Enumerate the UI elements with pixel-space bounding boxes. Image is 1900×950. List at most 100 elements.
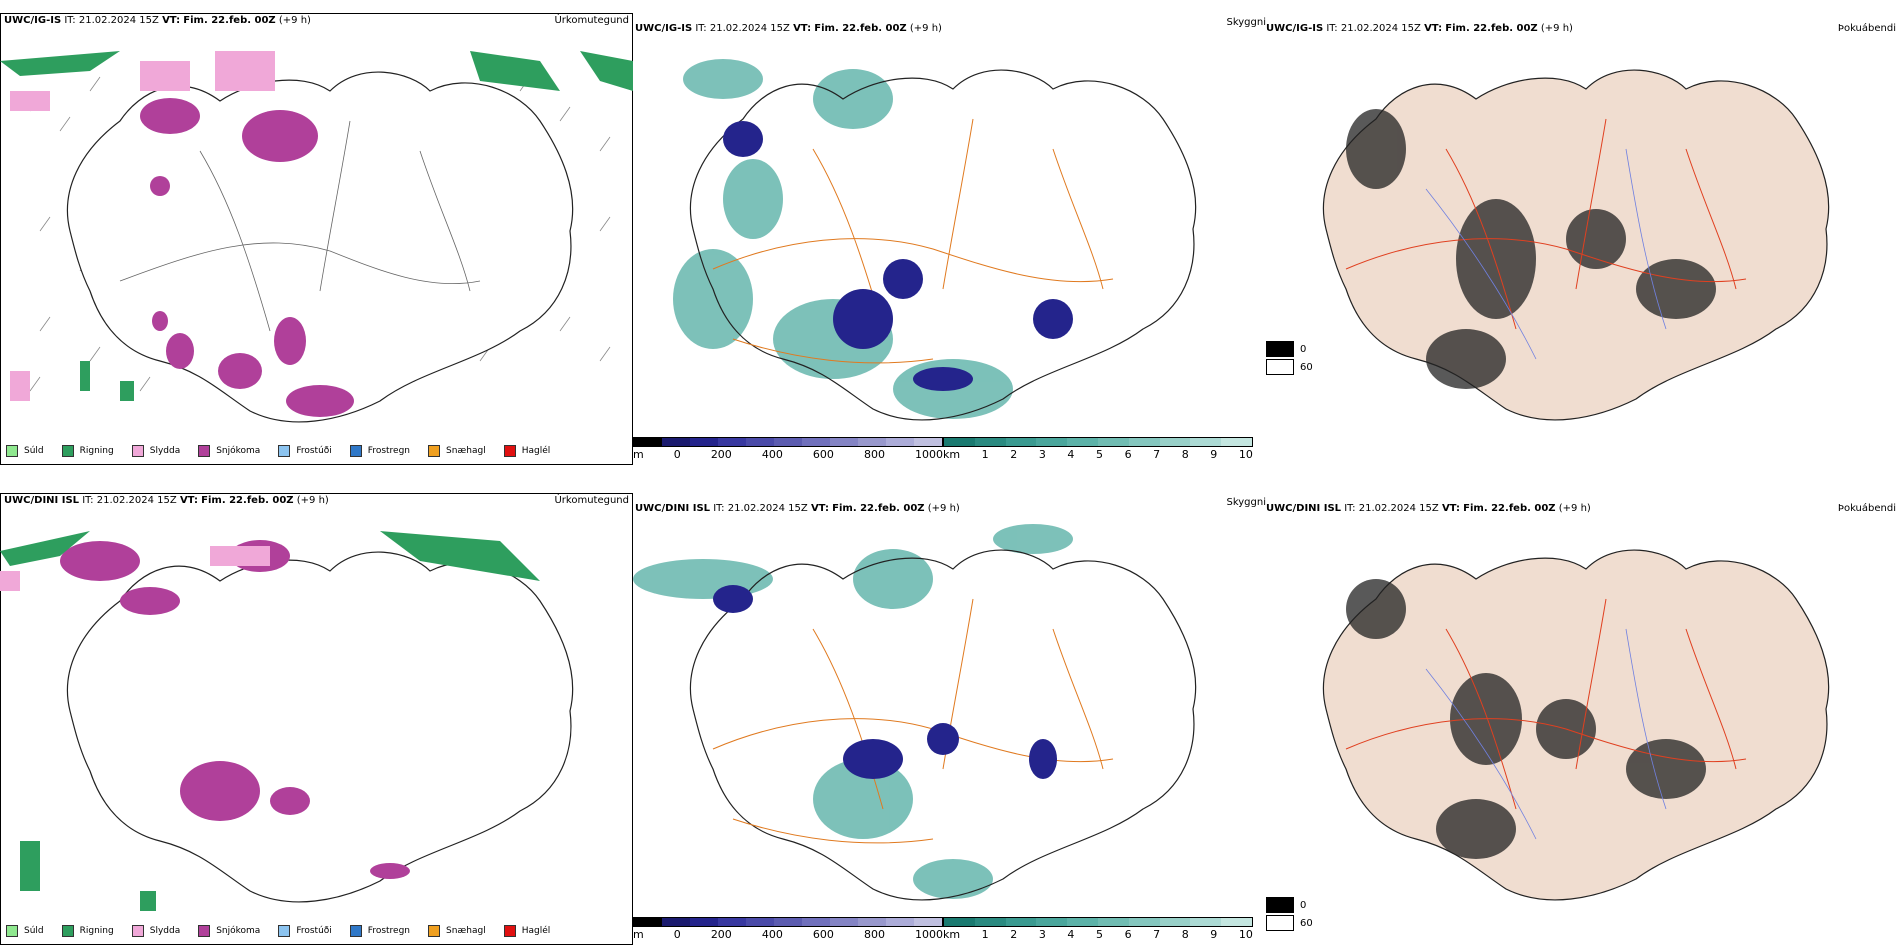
panel-bottom-precip: UWC/DINI ISL IT: 21.02.2024 15Z VT: Fim.… — [0, 493, 633, 945]
unit-label: m — [633, 448, 644, 461]
ceiling-colorbar-row — [633, 437, 943, 447]
legend-label: Snjókoma — [216, 926, 261, 936]
model-name: UWC/DINI ISL — [1266, 503, 1342, 514]
cbar-seg — [662, 918, 690, 926]
variable-name: Úrkomutegund — [554, 15, 629, 26]
vt-label: VT: — [1424, 23, 1443, 34]
cbar-seg — [858, 438, 886, 446]
cbar-seg — [914, 438, 942, 446]
tick-label: 0 — [673, 928, 681, 941]
cbar-seg — [746, 918, 774, 926]
it-label: IT: — [1326, 23, 1338, 34]
cbar-seg — [662, 438, 690, 446]
legend-item: Slydda — [131, 445, 181, 457]
legend-swatch — [503, 445, 516, 457]
legend-item: Frostúði — [278, 445, 332, 457]
valid-time: Fim. 22.feb. 00Z — [183, 15, 276, 26]
tick-label: 600 — [812, 928, 834, 941]
model-name: UWC/DINI ISL — [635, 503, 711, 514]
orange-roads — [712, 598, 1114, 844]
tick-label: 1 — [981, 448, 989, 461]
legend-label: Frostregn — [367, 446, 411, 456]
tick-label: 10 — [1238, 448, 1253, 461]
orange-roads — [712, 118, 1114, 364]
tick-label: 800 — [863, 448, 885, 461]
cbar-seg — [1097, 438, 1129, 446]
legend-swatch — [503, 925, 516, 937]
visibility-colorbar: km 1 2 3 4 5 6 7 8 9 10 — [943, 437, 1253, 461]
tick-label: 4 — [1067, 448, 1075, 461]
cbar-seg — [830, 918, 858, 926]
it-label: IT: — [64, 15, 76, 26]
legend-label: Slydda — [149, 926, 181, 936]
cbar-seg — [1005, 918, 1037, 926]
legend-swatch — [6, 925, 18, 937]
tick-label: 0 — [673, 448, 681, 461]
legend-label: Snjókoma — [216, 446, 261, 456]
legend-label: Snæhagl — [446, 926, 486, 936]
iceland-outline — [66, 71, 574, 423]
legend-label: Slydda — [149, 446, 181, 456]
visibility-colorbar-row — [943, 917, 1253, 927]
legend-item: Haglél — [503, 445, 551, 457]
legend-item: Rigning — [61, 925, 114, 937]
snow-areas — [140, 98, 354, 417]
tick-label: 400 — [761, 448, 783, 461]
tick-label: 1000 — [915, 448, 943, 461]
tick-label: 800 — [863, 928, 885, 941]
fog-map-svg — [1322, 69, 1830, 421]
visibility-areas — [633, 524, 1073, 899]
fog-legend-row: 60 — [1266, 359, 1313, 375]
cbar-seg — [1036, 918, 1068, 926]
legend-swatch — [131, 445, 144, 457]
vt-label: VT: — [793, 23, 812, 34]
panel-header: UWC/IG-IS IT: 21.02.2024 15Z VT: Fim. 22… — [635, 21, 942, 37]
roads — [119, 120, 481, 332]
legend-swatch — [349, 445, 362, 457]
legend-swatch — [198, 445, 211, 457]
tick-label: 6 — [1124, 928, 1132, 941]
fog-legend-row: 0 — [1266, 341, 1313, 357]
ceiling-colorbar: m 0 200 400 600 800 1000 — [633, 437, 943, 461]
cbar-seg — [830, 438, 858, 446]
it-label: IT: — [713, 503, 725, 514]
sleet-areas — [0, 546, 270, 591]
iceland-outline — [689, 69, 1197, 421]
tick-label: 600 — [812, 448, 834, 461]
legend-item: Haglél — [503, 925, 550, 937]
cbar-seg — [1190, 438, 1222, 446]
legend-item: Frostregn — [349, 925, 410, 937]
visibility-colorbar: km 1 2 3 4 5 6 7 8 9 10 — [943, 917, 1253, 941]
cbar-seg — [690, 918, 718, 926]
precip-map — [0, 31, 633, 436]
panel-bottom-fog: UWC/DINI ISL IT: 21.02.2024 15Z VT: Fim.… — [1266, 493, 1900, 945]
cbar-seg — [690, 438, 718, 446]
cbar-seg — [802, 918, 830, 926]
tick-label: 2 — [1010, 928, 1018, 941]
fog-label: 60 — [1300, 361, 1313, 373]
legend-label: Rigning — [79, 926, 114, 936]
model-name: UWC/IG-IS — [635, 23, 693, 34]
fog-label: 0 — [1300, 343, 1307, 355]
cbar-seg — [1067, 918, 1098, 926]
legend-swatch — [428, 445, 441, 457]
iceland-outline — [66, 551, 574, 903]
cbar-seg — [1159, 438, 1191, 446]
valid-time: Fim. 22.feb. 00Z — [1445, 23, 1538, 34]
tick-label: 3 — [1038, 448, 1046, 461]
tick-label: 5 — [1095, 928, 1103, 941]
precip-legend: Súld Rigning Slydda Snjókoma Frostúði Fr… — [0, 920, 633, 942]
legend-item: Snjókoma — [198, 925, 260, 937]
cbar-seg — [974, 438, 1006, 446]
fog-swatch — [1266, 915, 1294, 931]
legend-label: Haglél — [521, 446, 551, 456]
tick-label: 9 — [1210, 928, 1218, 941]
variable-name: Þokuábendi — [1837, 23, 1896, 34]
unit-label: km — [943, 448, 961, 461]
cbar-seg — [1097, 918, 1129, 926]
init-time: 21.02.2024 15Z — [1358, 503, 1439, 514]
visibility-map-svg — [633, 524, 1197, 901]
lead-time: (+9 h) — [927, 503, 960, 514]
cbar-seg — [634, 438, 662, 446]
lead-time: (+9 h) — [909, 23, 942, 34]
